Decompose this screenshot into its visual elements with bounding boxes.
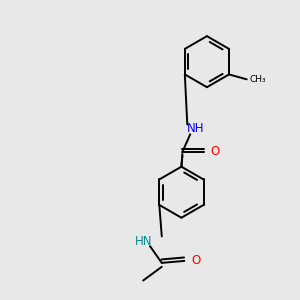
Text: O: O: [191, 254, 200, 267]
Text: NH: NH: [186, 122, 204, 135]
Text: CH₃: CH₃: [250, 75, 266, 84]
Text: O: O: [211, 146, 220, 158]
Text: HN: HN: [134, 235, 152, 248]
